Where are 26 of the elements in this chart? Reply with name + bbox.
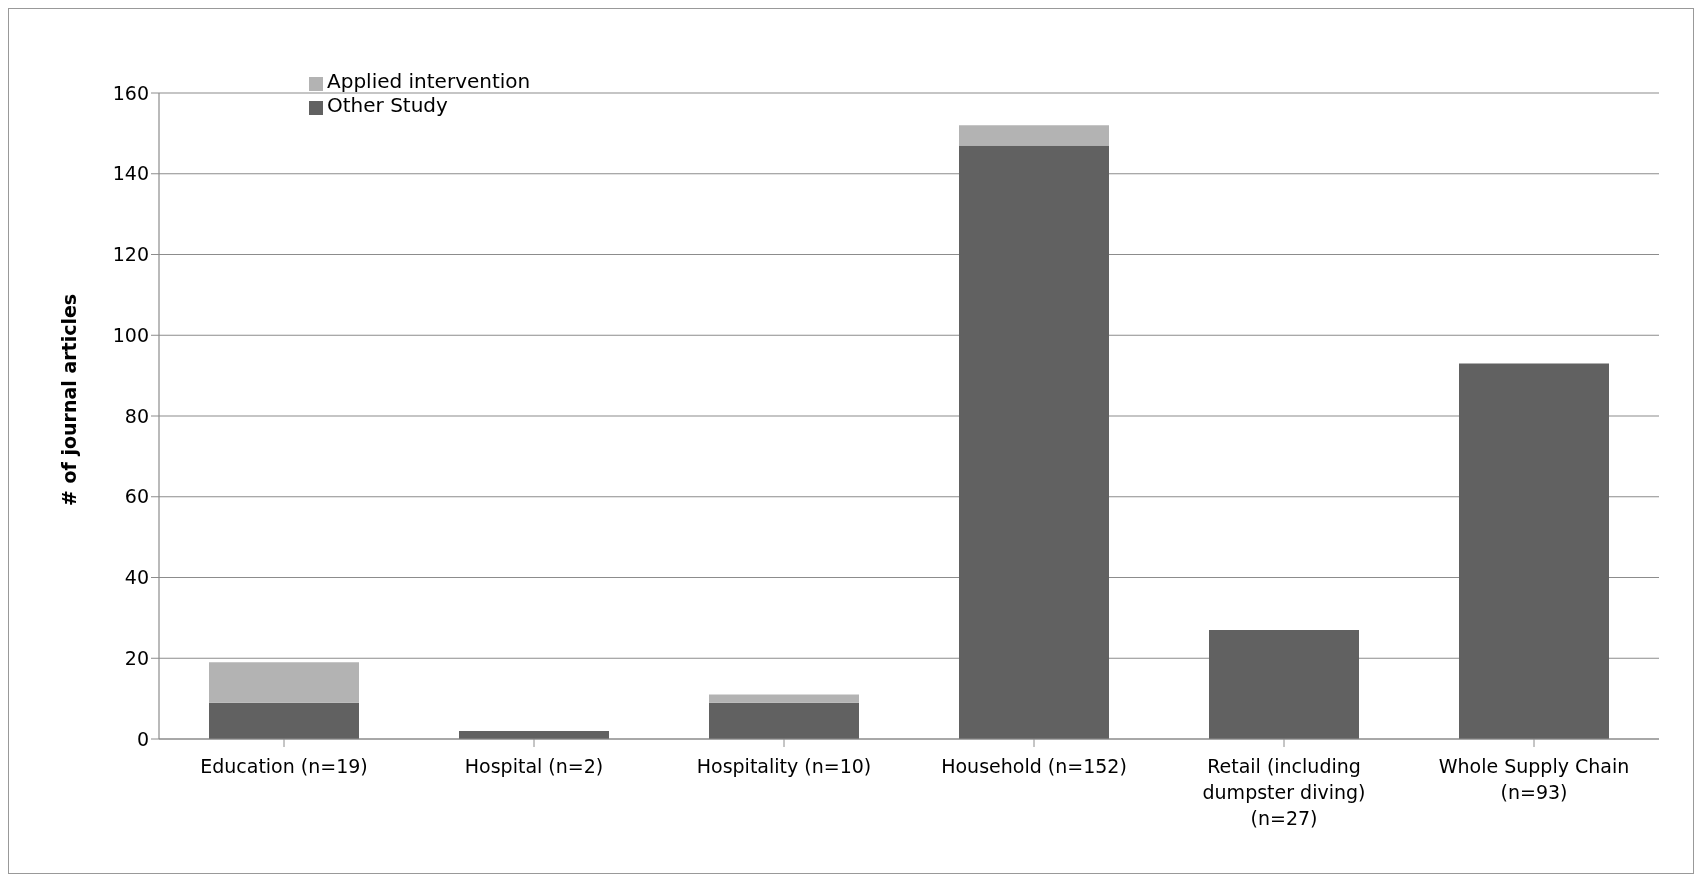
y-axis-title: # of journal articles (57, 293, 80, 506)
y-tick-label: 140 (112, 162, 149, 185)
bar (709, 694, 859, 703)
y-tick-label: 20 (124, 646, 149, 669)
x-tick-label: Retail (including dumpster diving) (n=27) (1202, 755, 1366, 829)
bar (209, 702, 359, 739)
y-tick-label: 80 (124, 404, 149, 427)
x-tick-label: Hospitality (n=10) (696, 755, 872, 777)
y-tick-label: 160 (112, 81, 149, 104)
bar (959, 125, 1109, 146)
x-tick-label: Whole Supply Chain (n=93) (1438, 755, 1630, 803)
y-tick-label: 120 (112, 243, 149, 266)
bar (709, 702, 859, 739)
y-tick-label: 0 (136, 727, 149, 750)
y-tick-label: 60 (124, 485, 149, 508)
bar (1459, 363, 1609, 739)
x-tick-label: Hospital (n=2) (464, 755, 604, 777)
y-tick-label: 40 (124, 566, 149, 589)
bar (209, 662, 359, 703)
bar (959, 145, 1109, 739)
legend-label: Applied intervention (327, 69, 531, 93)
x-tick-label: Education (n=19) (200, 755, 368, 777)
y-tick-label: 100 (112, 323, 149, 346)
legend-label: Other Study (327, 93, 448, 117)
bar (1209, 629, 1359, 739)
x-tick-label: Household (n=152) (941, 755, 1127, 777)
